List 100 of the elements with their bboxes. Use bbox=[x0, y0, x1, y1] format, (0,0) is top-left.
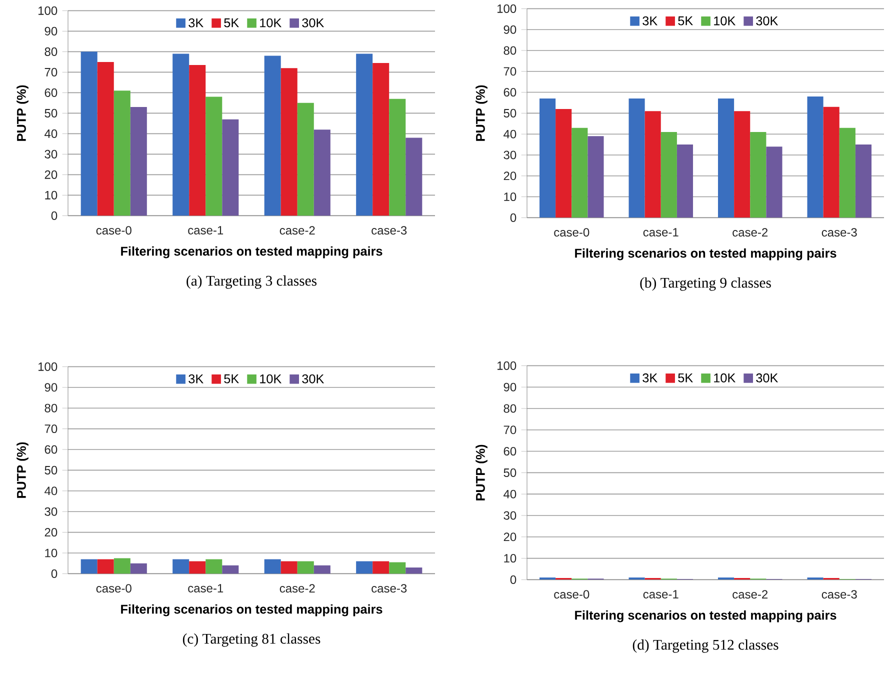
y-tick-label: 50 bbox=[504, 109, 516, 118]
legend-label: 10K bbox=[714, 374, 736, 383]
y-tick-label: 10 bbox=[504, 192, 516, 202]
y-tick-label: 40 bbox=[504, 130, 516, 138]
y-tick-label: 90 bbox=[44, 27, 58, 36]
x-tick-label: case-1 bbox=[188, 226, 224, 235]
x-tick-label: case-1 bbox=[643, 228, 678, 237]
y-tick-label: 20 bbox=[44, 170, 58, 180]
y-tick-label: 20 bbox=[504, 172, 516, 180]
legend-label: 10K bbox=[714, 16, 736, 26]
y-tick-label: 100 bbox=[498, 362, 516, 370]
y-axis-title: PUTP (%) bbox=[476, 85, 488, 141]
x-axis-title: Filtering scenarios on tested mapping pairs bbox=[121, 246, 382, 258]
legend-label: 5K bbox=[678, 16, 693, 26]
bar bbox=[628, 98, 645, 218]
y-tick-label: 0 bbox=[510, 576, 516, 584]
y-tick-label: 60 bbox=[504, 447, 516, 456]
bar bbox=[718, 98, 734, 218]
y-tick-label: 80 bbox=[44, 404, 58, 412]
y-tick-label: 60 bbox=[504, 88, 516, 97]
text: (b) Targeting 9 classes bbox=[640, 278, 771, 291]
bar bbox=[839, 128, 856, 218]
y-axis-title: PUTP (%) bbox=[476, 444, 488, 500]
legend-label: 10K bbox=[260, 18, 282, 28]
y-tick-label: 40 bbox=[504, 490, 516, 498]
y-tick-label: 0 bbox=[51, 570, 58, 578]
bar bbox=[206, 96, 222, 216]
y-tick-label: 30 bbox=[44, 507, 58, 516]
bar bbox=[264, 56, 281, 216]
bar bbox=[660, 132, 677, 218]
y-tick-label: 50 bbox=[44, 466, 58, 475]
x-tick-label: case-3 bbox=[372, 226, 407, 235]
x-tick-label: case-2 bbox=[732, 590, 768, 599]
y-tick-label: 30 bbox=[44, 150, 58, 159]
y-tick-label: 40 bbox=[44, 486, 58, 496]
y-tick-label: 80 bbox=[504, 46, 516, 55]
bar bbox=[807, 96, 824, 218]
y-tick-label: 80 bbox=[44, 48, 58, 56]
y-tick-label: 40 bbox=[44, 130, 58, 138]
bar bbox=[676, 144, 694, 218]
x-axis-title: Filtering scenarios on tested mapping pairs bbox=[575, 610, 836, 622]
y-tick-label: 70 bbox=[504, 426, 516, 434]
legend-label: 3K bbox=[188, 374, 204, 384]
text: (d) Targeting 512 classes bbox=[632, 640, 778, 653]
x-tick-label: case-0 bbox=[96, 226, 132, 235]
text: (c) Targeting 81 classes bbox=[182, 634, 320, 647]
x-tick-label: case-0 bbox=[554, 590, 590, 599]
legend-label: 30K bbox=[756, 16, 778, 26]
legend-label: 5K bbox=[224, 18, 239, 28]
x-tick-label: case-3 bbox=[822, 228, 857, 237]
y-tick-label: 30 bbox=[504, 511, 516, 520]
y-tick-label: 70 bbox=[44, 68, 58, 77]
y-axis-title: PUTP (%) bbox=[16, 442, 28, 498]
y-tick-label: 0 bbox=[510, 214, 516, 222]
x-tick-label: case-3 bbox=[822, 590, 857, 599]
legend-label: 3K bbox=[642, 16, 658, 26]
legend-label: 3K bbox=[188, 18, 204, 28]
legend-label: 30K bbox=[302, 18, 324, 28]
bar bbox=[114, 90, 130, 216]
bar bbox=[823, 107, 840, 218]
x-axis-title: Filtering scenarios on tested mapping pairs bbox=[575, 248, 836, 260]
y-tick-label: 30 bbox=[504, 150, 516, 160]
text: (a) Targeting 3 classes bbox=[186, 276, 316, 289]
y-tick-label: 20 bbox=[504, 532, 516, 542]
bar bbox=[97, 62, 114, 216]
y-tick-label: 10 bbox=[504, 554, 516, 563]
bar bbox=[222, 119, 239, 216]
legend-label: 30K bbox=[302, 374, 324, 384]
bar bbox=[644, 111, 661, 218]
y-axis-title: PUTP (%) bbox=[16, 85, 28, 141]
y-tick-label: 100 bbox=[498, 4, 516, 14]
bar bbox=[734, 111, 750, 218]
legend-label: 3K bbox=[642, 374, 658, 383]
bar bbox=[389, 98, 406, 216]
x-tick-label: case-1 bbox=[188, 584, 224, 593]
bar bbox=[172, 54, 190, 216]
x-tick-label: case-3 bbox=[372, 584, 407, 593]
bar bbox=[130, 107, 147, 216]
x-tick-label: case-0 bbox=[554, 228, 590, 237]
y-tick-label: 100 bbox=[38, 362, 58, 372]
bar bbox=[556, 109, 572, 218]
bar bbox=[406, 138, 422, 216]
y-tick-label: 0 bbox=[51, 212, 58, 220]
bar bbox=[314, 130, 330, 216]
legend-label: 30K bbox=[756, 374, 778, 383]
y-tick-label: 90 bbox=[504, 25, 516, 34]
bar bbox=[539, 98, 556, 218]
x-tick-label: case-2 bbox=[280, 226, 315, 235]
bar bbox=[372, 63, 390, 216]
y-tick-label: 50 bbox=[44, 109, 58, 118]
y-tick-label: 10 bbox=[45, 548, 58, 558]
legend-label: 5K bbox=[224, 374, 239, 384]
bar bbox=[766, 146, 782, 218]
bar bbox=[855, 144, 872, 218]
legend-label: 10K bbox=[260, 374, 282, 384]
y-tick-label: 20 bbox=[44, 528, 58, 537]
y-tick-label: 70 bbox=[504, 67, 516, 76]
y-tick-label: 70 bbox=[44, 424, 58, 434]
bar bbox=[80, 52, 98, 216]
x-tick-label: case-1 bbox=[643, 590, 678, 599]
